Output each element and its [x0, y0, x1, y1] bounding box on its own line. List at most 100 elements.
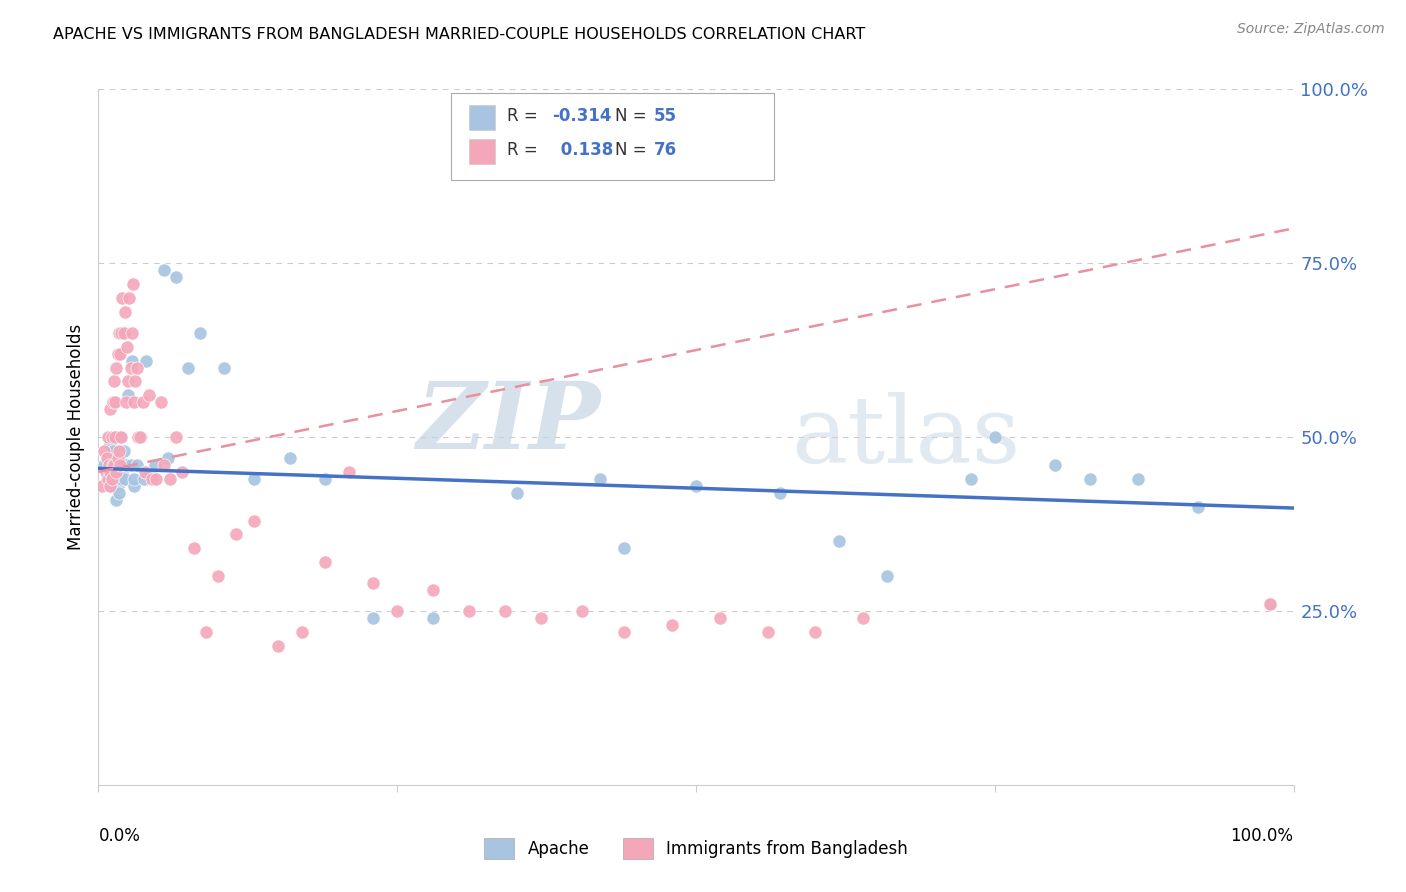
Point	[98, 479, 122, 493]
Point	[98, 465, 122, 479]
Point	[278, 450, 301, 465]
Point	[149, 395, 172, 409]
Point	[134, 465, 156, 479]
Point	[107, 326, 129, 340]
Point	[1187, 500, 1209, 514]
Text: 0.0%: 0.0%	[98, 827, 141, 845]
Text: atlas: atlas	[792, 392, 1021, 482]
Point	[107, 346, 129, 360]
Point	[101, 395, 124, 409]
Point	[127, 430, 149, 444]
Point	[125, 458, 148, 472]
Point	[363, 611, 385, 625]
Point	[153, 263, 176, 277]
Point	[98, 479, 122, 493]
Point	[124, 472, 146, 486]
Point	[243, 472, 266, 486]
Point	[141, 472, 163, 486]
Point	[117, 375, 139, 389]
Point	[494, 604, 516, 618]
Point	[876, 569, 898, 583]
Point	[506, 485, 529, 500]
Point	[103, 458, 125, 472]
Point	[94, 465, 117, 479]
Point	[121, 326, 143, 340]
Point	[100, 472, 122, 486]
Text: -0.314: -0.314	[553, 107, 612, 125]
Point	[105, 492, 128, 507]
Point	[243, 514, 266, 528]
Point	[589, 472, 612, 486]
Point	[114, 305, 136, 319]
Point	[120, 458, 142, 472]
Point	[267, 639, 290, 653]
Point	[422, 611, 444, 625]
Point	[107, 450, 129, 465]
Point	[120, 360, 142, 375]
Point	[613, 624, 636, 639]
Point	[159, 472, 181, 486]
Point	[112, 326, 135, 340]
Point	[96, 450, 118, 465]
Point	[339, 465, 361, 479]
Y-axis label: Married-couple Households: Married-couple Households	[66, 324, 84, 550]
Point	[212, 360, 235, 375]
Point	[98, 437, 122, 451]
Point	[768, 485, 790, 500]
Point	[828, 534, 851, 549]
Point	[422, 583, 444, 598]
Point	[145, 472, 167, 486]
Point	[1128, 472, 1150, 486]
Text: R =: R =	[508, 142, 543, 160]
Point	[101, 444, 124, 458]
Point	[1258, 597, 1281, 611]
Point	[188, 326, 211, 340]
Point	[108, 430, 131, 444]
Point	[110, 326, 132, 340]
Point	[385, 604, 409, 618]
Point	[1080, 472, 1102, 486]
Text: 55: 55	[654, 107, 678, 125]
Point	[1043, 458, 1066, 472]
Point	[139, 465, 162, 479]
Text: 100.0%: 100.0%	[1230, 827, 1294, 845]
Text: 0.138: 0.138	[555, 142, 613, 160]
Point	[124, 395, 146, 409]
Point	[100, 430, 122, 444]
Point	[225, 527, 247, 541]
Point	[172, 465, 194, 479]
Point	[107, 450, 129, 465]
Point	[91, 479, 114, 493]
Point	[1258, 597, 1281, 611]
Point	[101, 472, 124, 486]
Text: R =: R =	[508, 107, 543, 125]
Point	[107, 479, 129, 493]
Point	[124, 479, 146, 493]
Point	[112, 444, 135, 458]
Point	[105, 360, 128, 375]
Text: ZIP: ZIP	[416, 378, 600, 468]
FancyBboxPatch shape	[470, 139, 495, 164]
Point	[661, 618, 683, 632]
Point	[108, 458, 131, 472]
Point	[804, 624, 827, 639]
FancyBboxPatch shape	[451, 93, 773, 179]
Point	[530, 611, 553, 625]
Point	[315, 555, 337, 569]
Point	[93, 458, 115, 472]
Point	[103, 375, 125, 389]
Point	[363, 576, 385, 591]
Point	[103, 458, 125, 472]
Point	[105, 465, 128, 479]
Point	[195, 624, 218, 639]
Point	[291, 624, 314, 639]
Point	[315, 472, 337, 486]
Point	[458, 604, 481, 618]
Point	[756, 624, 779, 639]
Point	[709, 611, 731, 625]
Point	[613, 541, 636, 556]
Point	[115, 458, 138, 472]
Point	[108, 346, 131, 360]
FancyBboxPatch shape	[470, 104, 495, 129]
Point	[118, 291, 141, 305]
